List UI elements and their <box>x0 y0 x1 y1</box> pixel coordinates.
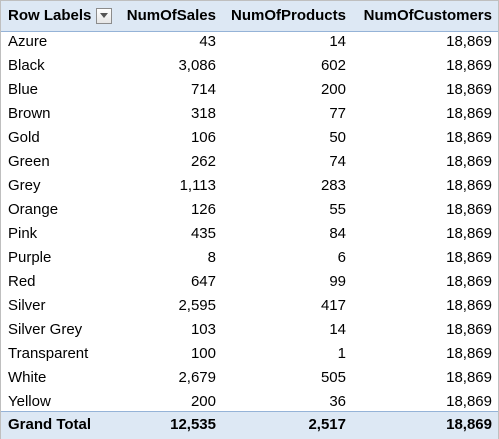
row-label: Black <box>8 57 45 74</box>
num-of-customers-cell: 18,869 <box>446 129 492 146</box>
table-row[interactable]: White 2,679 505 18,869 <box>1 366 498 390</box>
num-of-products-cell: 74 <box>329 153 346 170</box>
row-label: Blue <box>8 81 39 98</box>
num-of-sales-cell: 106 <box>190 129 216 146</box>
row-label: Transparent <box>8 345 89 362</box>
num-of-customers-cell: 18,869 <box>446 33 492 50</box>
num-of-products-cell: 14 <box>329 33 346 50</box>
num-of-products-cell: 505 <box>320 369 346 386</box>
table-row[interactable]: Grey 1,113 283 18,869 <box>1 174 498 198</box>
grand-total-sales: 12,535 <box>170 416 216 433</box>
header-num-of-customers[interactable]: NumOfCustomers <box>363 7 492 24</box>
row-label: Yellow <box>8 393 51 410</box>
filter-dropdown-icon[interactable] <box>96 8 112 24</box>
num-of-customers-cell: 18,869 <box>446 273 492 290</box>
num-of-customers-cell: 18,869 <box>446 393 492 410</box>
num-of-sales-cell: 43 <box>199 33 216 50</box>
table-row[interactable]: Transparent 100 1 18,869 <box>1 342 498 366</box>
table-row[interactable]: Pink 435 84 18,869 <box>1 222 498 246</box>
table-row[interactable]: Green 262 74 18,869 <box>1 150 498 174</box>
num-of-customers-cell: 18,869 <box>446 297 492 314</box>
num-of-sales-cell: 126 <box>190 201 216 218</box>
num-of-customers-cell: 18,869 <box>446 249 492 266</box>
pivot-header-row: Row Labels NumOfSales NumOfProducts NumO… <box>1 1 498 32</box>
grand-total-row[interactable]: Grand Total 12,535 2,517 18,869 <box>1 411 498 439</box>
row-label: Brown <box>8 105 51 122</box>
num-of-sales-cell: 647 <box>190 273 216 290</box>
num-of-products-cell: 200 <box>320 81 346 98</box>
num-of-sales-cell: 103 <box>190 321 216 338</box>
num-of-customers-cell: 18,869 <box>446 105 492 122</box>
num-of-sales-cell: 8 <box>207 249 216 266</box>
num-of-sales-cell: 318 <box>190 105 216 122</box>
num-of-sales-cell: 3,086 <box>178 57 216 74</box>
header-num-of-products[interactable]: NumOfProducts <box>230 7 346 24</box>
row-label: Grey <box>8 177 41 194</box>
row-label: Gold <box>8 129 40 146</box>
num-of-products-cell: 84 <box>329 225 346 242</box>
num-of-sales-cell: 100 <box>190 345 216 362</box>
header-num-of-sales[interactable]: NumOfSales <box>126 7 216 24</box>
table-row[interactable]: Red 647 99 18,869 <box>1 270 498 294</box>
num-of-products-cell: 417 <box>320 297 346 314</box>
num-of-customers-cell: 18,869 <box>446 369 492 386</box>
num-of-customers-cell: 18,869 <box>446 345 492 362</box>
num-of-products-cell: 283 <box>320 177 346 194</box>
row-label: Purple <box>8 249 52 266</box>
num-of-customers-cell: 18,869 <box>446 201 492 218</box>
table-row[interactable]: Silver 2,595 417 18,869 <box>1 294 498 318</box>
row-label: Pink <box>8 225 38 242</box>
num-of-customers-cell: 18,869 <box>446 177 492 194</box>
row-label: Green <box>8 153 50 170</box>
table-row[interactable]: Brown 318 77 18,869 <box>1 102 498 126</box>
table-row[interactable]: Blue 714 200 18,869 <box>1 78 498 102</box>
num-of-products-cell: 6 <box>337 249 346 266</box>
grand-total-label: Grand Total <box>8 416 92 433</box>
num-of-products-cell: 1 <box>337 345 346 362</box>
grand-total-customers: 18,869 <box>446 416 492 433</box>
grand-total-products: 2,517 <box>308 416 346 433</box>
num-of-products-cell: 602 <box>320 57 346 74</box>
num-of-sales-cell: 2,679 <box>178 369 216 386</box>
table-row[interactable]: Yellow 200 36 18,869 <box>1 390 498 414</box>
num-of-products-cell: 50 <box>329 129 346 146</box>
table-row[interactable]: Orange 126 55 18,869 <box>1 198 498 222</box>
row-label: White <box>8 369 47 386</box>
table-row[interactable]: Gold 106 50 18,869 <box>1 126 498 150</box>
num-of-products-cell: 99 <box>329 273 346 290</box>
table-row[interactable]: Silver Grey 103 14 18,869 <box>1 318 498 342</box>
table-row[interactable]: Black 3,086 602 18,869 <box>1 54 498 78</box>
num-of-customers-cell: 18,869 <box>446 57 492 74</box>
header-row-labels[interactable]: Row Labels <box>8 7 92 24</box>
row-label: Silver Grey <box>8 321 83 338</box>
num-of-sales-cell: 2,595 <box>178 297 216 314</box>
num-of-products-cell: 14 <box>329 321 346 338</box>
num-of-customers-cell: 18,869 <box>446 225 492 242</box>
num-of-customers-cell: 18,869 <box>446 81 492 98</box>
num-of-sales-cell: 200 <box>190 393 216 410</box>
num-of-customers-cell: 18,869 <box>446 153 492 170</box>
num-of-sales-cell: 1,113 <box>179 177 216 194</box>
table-row[interactable]: Purple 8 6 18,869 <box>1 246 498 270</box>
num-of-products-cell: 55 <box>329 201 346 218</box>
num-of-sales-cell: 435 <box>190 225 216 242</box>
num-of-sales-cell: 714 <box>190 81 216 98</box>
row-label: Orange <box>8 201 59 218</box>
row-label: Azure <box>8 33 48 50</box>
num-of-products-cell: 77 <box>329 105 346 122</box>
num-of-customers-cell: 18,869 <box>446 321 492 338</box>
table-row[interactable]: Azure 43 14 18,869 <box>1 30 498 54</box>
row-label: Red <box>8 273 36 290</box>
num-of-products-cell: 36 <box>329 393 346 410</box>
num-of-sales-cell: 262 <box>190 153 216 170</box>
row-label: Silver <box>8 297 46 314</box>
